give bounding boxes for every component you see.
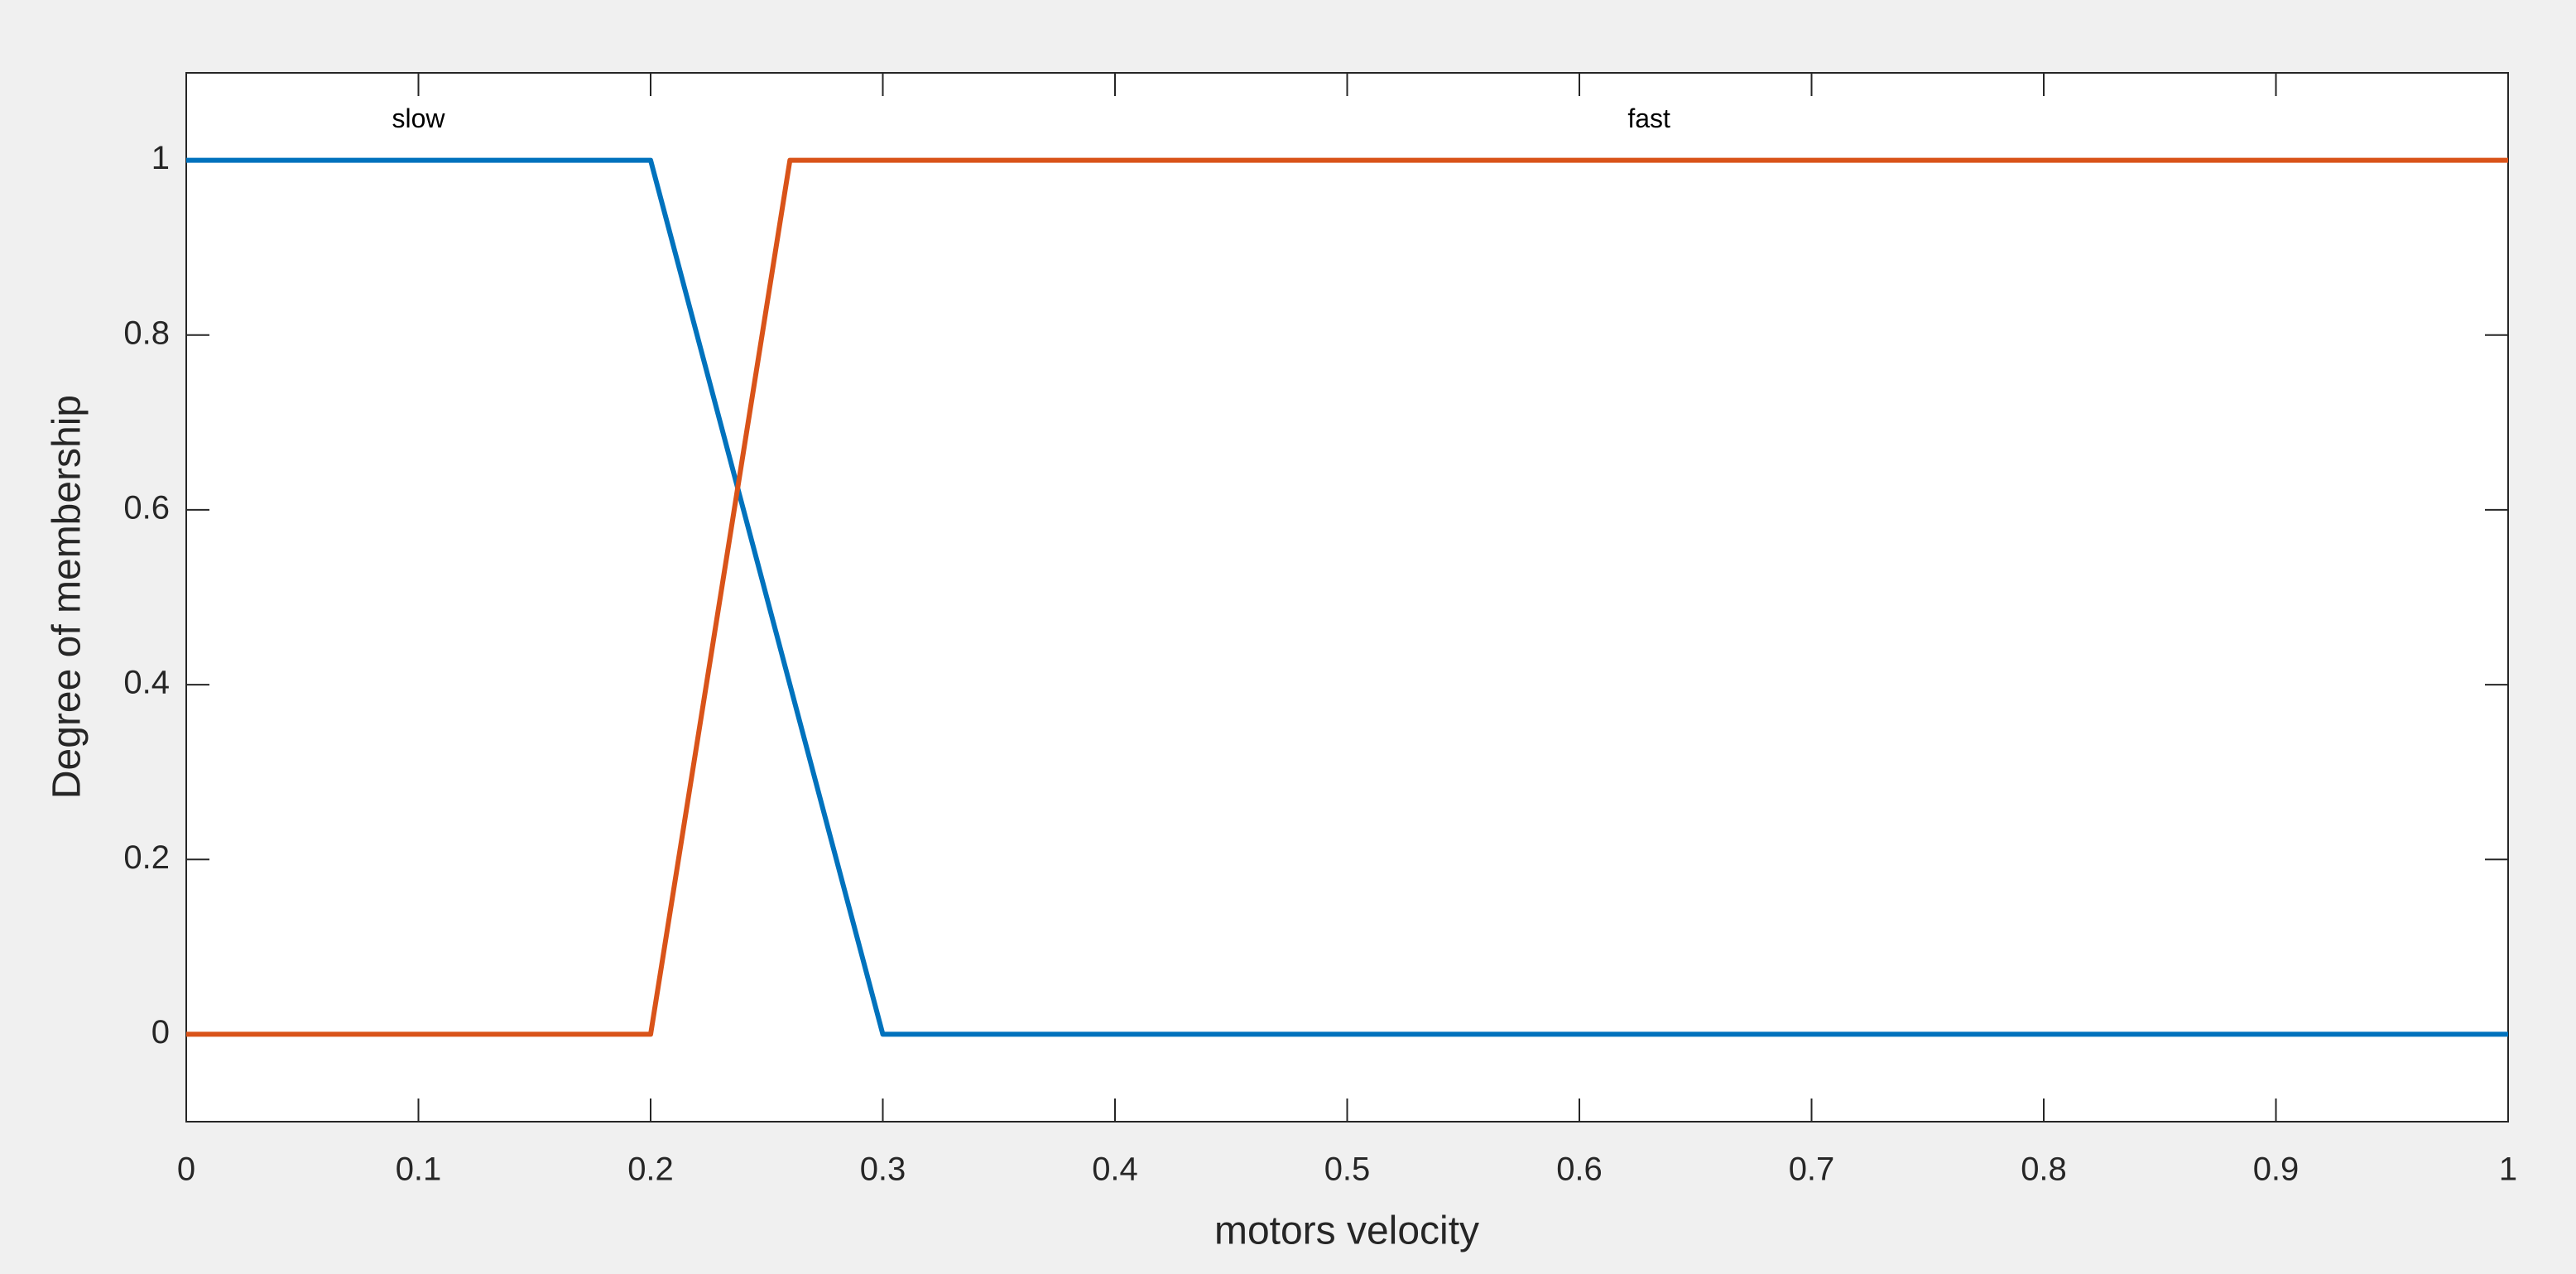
y-tick-label: 0.8 [123,315,170,351]
x-tick-label: 0.4 [1092,1151,1138,1188]
x-tick-label: 0.8 [2021,1151,2067,1188]
x-tick-label: 0.5 [1324,1151,1371,1188]
y-tick-label: 0.6 [123,489,170,526]
axes-box [185,72,2509,1123]
membership-label: fast [1627,103,1670,133]
x-tick-label: 0.1 [396,1151,442,1188]
y-tick-label: 0 [151,1014,170,1050]
x-tick-label: 0.9 [2253,1151,2300,1188]
x-tick-label: 1 [2499,1151,2517,1188]
membership-label: slow [392,103,445,133]
y-tick-label: 1 [151,140,170,176]
x-tick-label: 0 [177,1151,195,1188]
x-tick-label: 0.7 [1789,1151,1835,1188]
y-tick-label: 0.4 [123,665,170,701]
membership-line [186,157,2508,1037]
x-axis-label: motors velocity [1214,1209,1479,1253]
x-tick-label: 0.6 [1556,1151,1603,1188]
y-axis-label: Degree of membership [46,395,89,799]
membership-line [186,157,2508,1037]
plot-area [186,73,2508,1122]
x-tick-label: 0.3 [860,1151,906,1188]
y-tick-label: 0.2 [123,839,170,876]
x-tick-label: 0.2 [627,1151,674,1188]
